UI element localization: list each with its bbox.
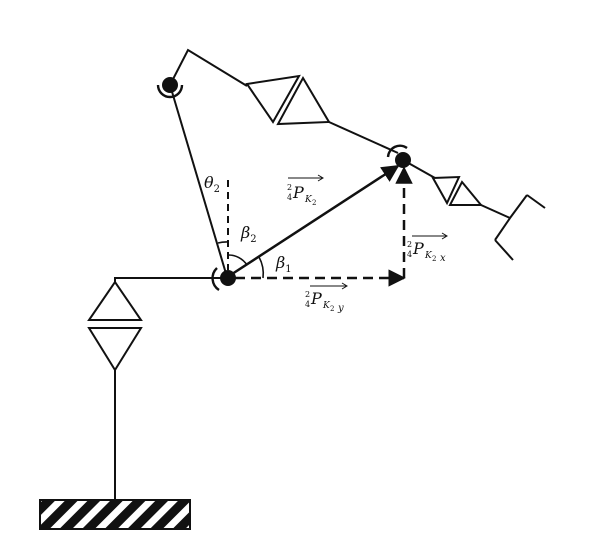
svg-text:4: 4 bbox=[407, 250, 412, 259]
end-prismatic-joint bbox=[431, 175, 484, 206]
beta2-arc bbox=[227, 254, 248, 266]
link-3-segment bbox=[402, 159, 436, 179]
svg-text:2: 2 bbox=[432, 255, 436, 263]
vector-label-x: 2 4 P K 2 x bbox=[407, 232, 448, 264]
svg-text:y: y bbox=[337, 303, 344, 314]
svg-text:4: 4 bbox=[305, 300, 310, 309]
link-1 bbox=[169, 84, 228, 278]
svg-text:P: P bbox=[412, 239, 424, 258]
beta2-label: β2 bbox=[240, 223, 257, 245]
beta1-arc bbox=[258, 256, 265, 279]
upper-prismatic-joint bbox=[245, 74, 331, 126]
base-arm bbox=[114, 277, 225, 282]
link-3-segment-b bbox=[480, 204, 511, 219]
position-vector bbox=[228, 164, 400, 278]
theta-arc bbox=[217, 241, 229, 244]
svg-text:2: 2 bbox=[407, 240, 412, 249]
svg-text:P: P bbox=[292, 183, 304, 202]
svg-text:K: K bbox=[322, 301, 331, 311]
vector-label-main: 2 4 P K 2 bbox=[287, 174, 324, 207]
elbow-revolute-joint bbox=[386, 144, 411, 168]
vector-label-y: 2 4 P K 2 y bbox=[305, 282, 348, 314]
ground-base bbox=[39, 499, 191, 530]
svg-text:2: 2 bbox=[305, 290, 310, 299]
svg-text:2: 2 bbox=[287, 183, 292, 192]
svg-text:K: K bbox=[304, 195, 313, 205]
svg-text:4: 4 bbox=[287, 193, 292, 202]
svg-text:2: 2 bbox=[312, 199, 316, 207]
beta1-label: β1 bbox=[275, 253, 292, 275]
shoulder-revolute-joint bbox=[211, 267, 236, 292]
base-prismatic-joint bbox=[87, 280, 143, 372]
link-2-segment bbox=[169, 48, 248, 87]
link-2-segment-b bbox=[328, 121, 399, 154]
svg-text:P: P bbox=[310, 289, 322, 308]
upper-revolute-joint bbox=[156, 77, 184, 99]
theta2-label: θ2 bbox=[204, 173, 220, 195]
svg-text:x: x bbox=[440, 253, 446, 264]
svg-text:K: K bbox=[424, 251, 433, 261]
gripper bbox=[494, 194, 546, 261]
svg-text:2: 2 bbox=[330, 305, 334, 313]
